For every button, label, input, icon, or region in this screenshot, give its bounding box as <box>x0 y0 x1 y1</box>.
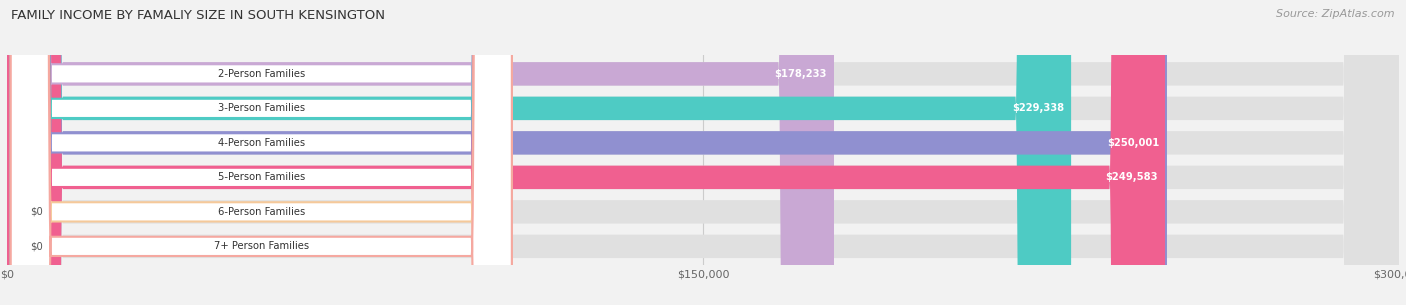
Text: 6-Person Families: 6-Person Families <box>218 207 305 217</box>
FancyBboxPatch shape <box>7 0 1399 305</box>
Text: 3-Person Families: 3-Person Families <box>218 103 305 113</box>
Text: 2-Person Families: 2-Person Families <box>218 69 305 79</box>
Text: FAMILY INCOME BY FAMALIY SIZE IN SOUTH KENSINGTON: FAMILY INCOME BY FAMALIY SIZE IN SOUTH K… <box>11 9 385 22</box>
Text: 4-Person Families: 4-Person Families <box>218 138 305 148</box>
Text: 5-Person Families: 5-Person Families <box>218 172 305 182</box>
Text: $250,001: $250,001 <box>1108 138 1160 148</box>
FancyBboxPatch shape <box>11 0 512 305</box>
FancyBboxPatch shape <box>7 0 834 305</box>
FancyBboxPatch shape <box>7 0 1399 305</box>
FancyBboxPatch shape <box>7 0 1071 305</box>
Text: $229,338: $229,338 <box>1012 103 1064 113</box>
FancyBboxPatch shape <box>11 0 512 305</box>
FancyBboxPatch shape <box>7 0 1399 305</box>
Text: Source: ZipAtlas.com: Source: ZipAtlas.com <box>1277 9 1395 19</box>
FancyBboxPatch shape <box>7 0 1167 305</box>
FancyBboxPatch shape <box>11 0 512 305</box>
FancyBboxPatch shape <box>7 0 1166 305</box>
Text: 7+ Person Families: 7+ Person Families <box>214 241 309 251</box>
Text: $0: $0 <box>31 241 44 251</box>
Text: $178,233: $178,233 <box>775 69 827 79</box>
FancyBboxPatch shape <box>7 0 1399 305</box>
FancyBboxPatch shape <box>7 0 1399 305</box>
FancyBboxPatch shape <box>11 0 512 305</box>
FancyBboxPatch shape <box>11 0 512 305</box>
FancyBboxPatch shape <box>11 0 512 305</box>
Text: $0: $0 <box>31 207 44 217</box>
FancyBboxPatch shape <box>7 0 1399 305</box>
Text: $249,583: $249,583 <box>1105 172 1159 182</box>
